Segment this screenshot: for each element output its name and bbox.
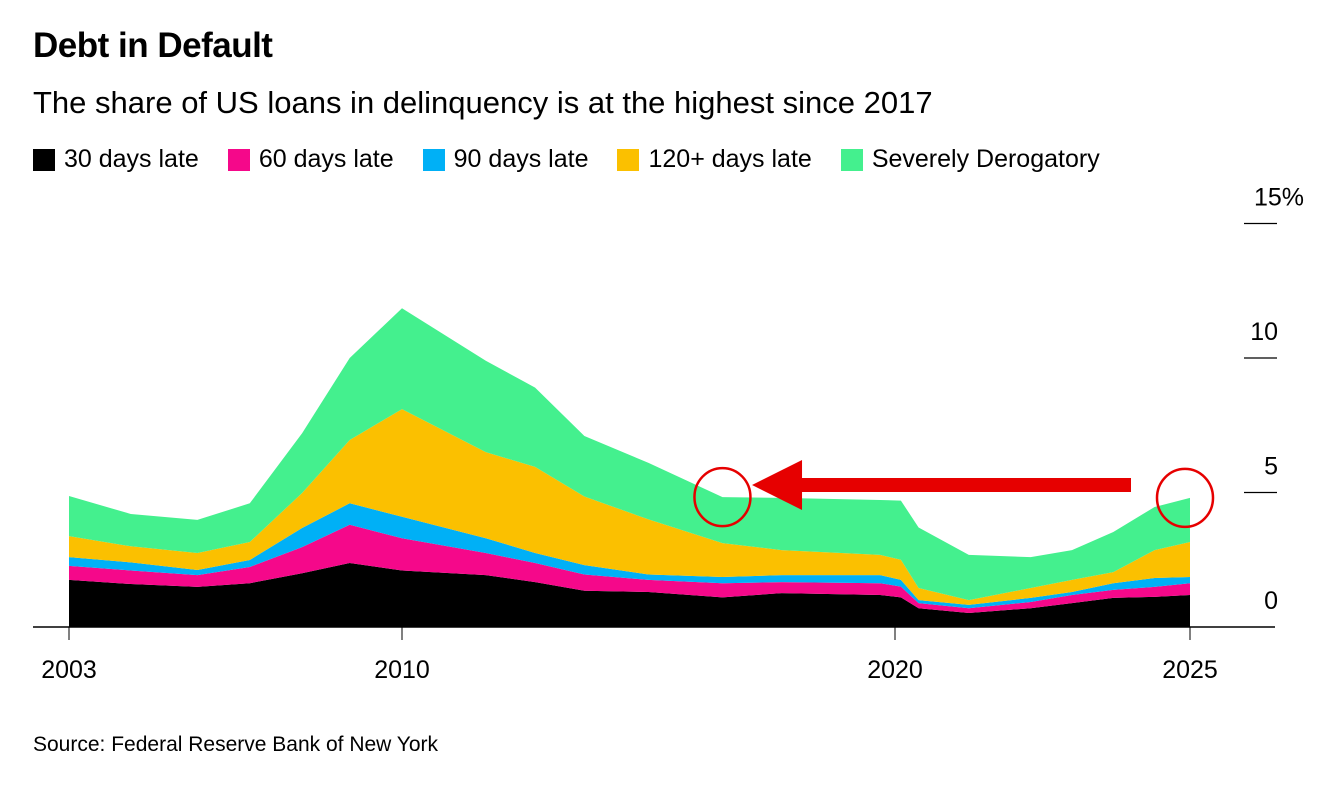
legend-label: 90 days late [453,145,589,173]
y-tick-label: 0 [1264,587,1278,615]
legend-swatch [227,148,250,171]
legend-item-120-days: 120+ days late [617,145,812,174]
arrow-shaft [800,478,1131,492]
legend-item-severely-derogatory: Severely Derogatory [840,145,1100,174]
axes: 2003 2010 2020 2025 0 5 10 15% [33,184,1304,684]
y-tick-label: 5 [1264,453,1278,481]
source-note: Source: Federal Reserve Bank of New York [33,733,439,756]
legend-swatch [422,148,445,171]
legend-label: 120+ days late [648,145,812,173]
legend-item-90-days: 90 days late [422,145,589,174]
annotations [693,460,1215,529]
arrow-left-icon [752,460,803,510]
highlight-circle [693,466,752,528]
chart-title: Debt in Default [33,26,273,65]
legend-label: Severely Derogatory [871,145,1100,173]
area-120-days-late [69,409,1190,605]
legend-label: 30 days late [64,145,199,173]
chart-subtitle: The share of US loans in delinquency is … [33,85,933,120]
area-layers [69,308,1190,627]
x-tick-label: 2025 [1162,656,1218,684]
y-tick-label: 10 [1250,318,1278,346]
legend-item-30-days: 30 days late [33,145,199,174]
legend-item-60-days: 60 days late [227,145,394,174]
legend-swatch [840,148,863,171]
area-30-days-late [69,563,1190,627]
legend: 30 days late 60 days late 90 days late 1… [33,145,1129,174]
legend-label: 60 days late [258,145,394,173]
x-tick-label: 2020 [867,656,923,684]
area-60-days-late [69,524,1190,613]
legend-swatch [617,148,640,171]
y-tick-label: 15% [1254,184,1304,212]
x-tick-label: 2010 [374,656,430,684]
legend-swatch [33,148,55,171]
x-tick-label: 2003 [41,656,97,684]
area-severely-derogatory [69,308,1190,601]
highlight-circle [1155,467,1215,529]
